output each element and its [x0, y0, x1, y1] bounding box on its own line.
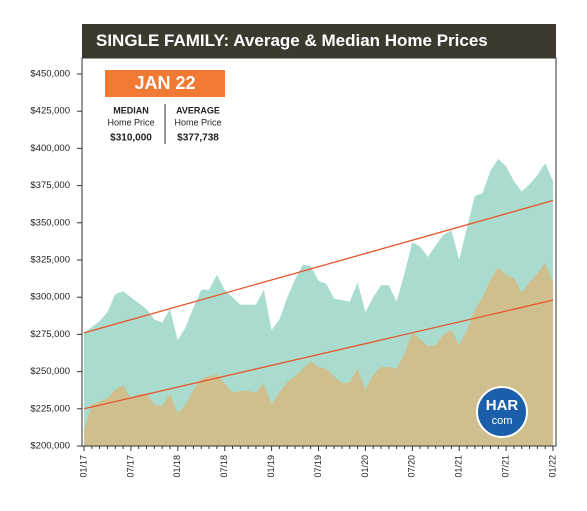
y-tick-label: $300,000: [30, 292, 70, 303]
logo: HAR com: [476, 386, 528, 438]
y-tick-label: $325,000: [30, 255, 70, 266]
x-tick-label: 01/22: [547, 455, 557, 478]
title-bold: SINGLE FAMILY:: [96, 31, 229, 50]
median-value: $310,000: [110, 133, 152, 144]
y-tick-label: $375,000: [30, 180, 70, 191]
x-tick-label: 07/19: [313, 455, 323, 478]
y-tick-label: $200,000: [30, 441, 70, 452]
median-heading: MEDIAN: [113, 105, 149, 115]
y-tick-label: $350,000: [30, 217, 70, 228]
logo-top: HAR: [486, 397, 519, 414]
badge-text: JAN 22: [134, 73, 195, 93]
trend-line: [83, 199, 554, 334]
average-heading: AVERAGE: [176, 105, 220, 115]
x-tick-label: 01/19: [266, 455, 276, 478]
x-tick-label: 01/17: [78, 455, 88, 478]
trend-line: [83, 299, 554, 410]
logo-bottom: com: [492, 415, 513, 427]
logo-circle: [476, 386, 528, 438]
y-tick-label: $425,000: [30, 106, 70, 117]
x-tick-label: 07/18: [219, 455, 229, 478]
y-tick-label: $275,000: [30, 329, 70, 340]
x-tick-label: 01/18: [172, 455, 182, 478]
x-tick-label: 07/20: [407, 455, 417, 478]
title-text: Average & Median Home Prices: [233, 31, 487, 50]
y-tick-label: $225,000: [30, 403, 70, 414]
y-tick-label: $450,000: [30, 69, 70, 80]
badge: [105, 70, 225, 97]
chart-title: SINGLE FAMILY: Average & Median Home Pri…: [96, 31, 488, 50]
y-tick-label: $250,000: [30, 366, 70, 377]
average-value: $377,738: [177, 133, 219, 144]
title-bar: [82, 24, 556, 58]
plot-area: [83, 158, 554, 447]
average-sub: Home Price: [174, 117, 221, 127]
x-tick-label: 07/21: [500, 455, 510, 478]
x-tick-label: 01/21: [454, 455, 464, 478]
x-tick-label: 07/17: [125, 455, 135, 478]
x-tick-label: 01/20: [360, 455, 370, 478]
y-tick-label: $400,000: [30, 143, 70, 154]
median-sub: Home Price: [107, 117, 154, 127]
area-median: [84, 262, 553, 446]
